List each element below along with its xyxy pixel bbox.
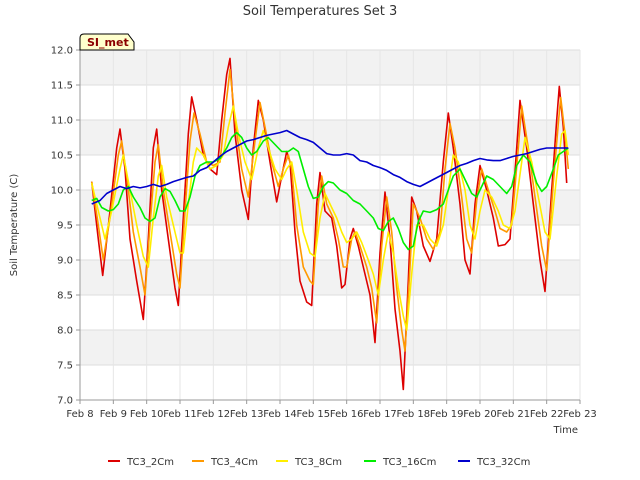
x-tick-label: Feb 14 xyxy=(263,409,297,420)
x-axis-label: Time xyxy=(553,425,578,436)
y-tick-label: 11.0 xyxy=(51,116,73,127)
y-axis-ticks: 7.0 7.5 8.0 8.5 9.0 9.5 10.0 10.5 11.0 11.5 12.0 xyxy=(51,46,80,407)
y-axis-label: Soil Temperature (C) xyxy=(9,174,20,277)
legend-label: TC3_4Cm xyxy=(210,457,258,468)
y-tick-label: 7.5 xyxy=(57,361,73,372)
y-tick-label: 9.5 xyxy=(57,221,73,232)
series-line-tc3-2cm xyxy=(90,57,568,391)
legend-label: TC3_2Cm xyxy=(126,457,174,468)
legend-label: TC3_16Cm xyxy=(382,457,436,468)
badge-box xyxy=(79,33,135,51)
plot-band xyxy=(80,50,580,85)
y-tick-label: 8.5 xyxy=(57,291,73,302)
y-tick-label: 9.0 xyxy=(57,256,73,267)
legend-label: TC3_32Cm xyxy=(476,457,530,468)
x-tick-label: Feb 22 xyxy=(530,409,564,420)
y-tick-label: 8.0 xyxy=(57,326,73,337)
legend-label: TC3_8Cm xyxy=(294,457,342,468)
plot-band xyxy=(80,330,580,365)
x-tick-label: Feb 15 xyxy=(297,409,331,420)
station-badge: SI_met xyxy=(79,33,135,51)
x-tick-label: Feb 20 xyxy=(463,409,497,420)
x-tick-label: Feb 21 xyxy=(497,409,531,420)
chart-title: Soil Temperatures Set 3 xyxy=(243,4,398,19)
series-line-tc3-16cm xyxy=(91,131,569,251)
y-tick-label: 11.5 xyxy=(51,81,73,92)
x-tick-label: Feb 9 xyxy=(100,409,127,420)
y-tick-label: 10.0 xyxy=(51,186,73,197)
x-tick-label: Feb 13 xyxy=(230,409,264,420)
plot-band xyxy=(80,120,580,155)
x-tick-label: Feb 18 xyxy=(397,409,431,420)
x-tick-label: Feb 23 xyxy=(563,409,597,420)
series-lines xyxy=(90,57,570,391)
y-tick-label: 7.0 xyxy=(57,396,73,407)
x-tick-label: Feb 17 xyxy=(363,409,397,420)
series-line-tc3-8cm xyxy=(90,105,570,331)
x-tick-label: Feb 8 xyxy=(66,409,93,420)
badge-label: SI_met xyxy=(87,36,129,49)
x-tick-label: Feb 16 xyxy=(330,409,364,420)
x-axis-ticks: Feb 8 Feb 9 Feb 10 Feb 11 Feb 12 Feb 13 Feb 14… xyxy=(66,400,597,420)
legend: TC3_2Cm TC3_4Cm TC3_8Cm TC3_16Cm TC3_32Cm xyxy=(108,457,530,468)
y-tick-label: 12.0 xyxy=(51,46,73,57)
plot-band xyxy=(80,260,580,295)
x-tick-label: Feb 12 xyxy=(197,409,231,420)
x-tick-label: Feb 19 xyxy=(430,409,464,420)
series-line-tc3-32cm xyxy=(91,129,569,205)
grid-lines xyxy=(79,49,581,401)
x-tick-label: Feb 10 xyxy=(130,409,164,420)
x-tick-label: Feb 11 xyxy=(163,409,197,420)
y-tick-label: 10.5 xyxy=(51,151,73,162)
